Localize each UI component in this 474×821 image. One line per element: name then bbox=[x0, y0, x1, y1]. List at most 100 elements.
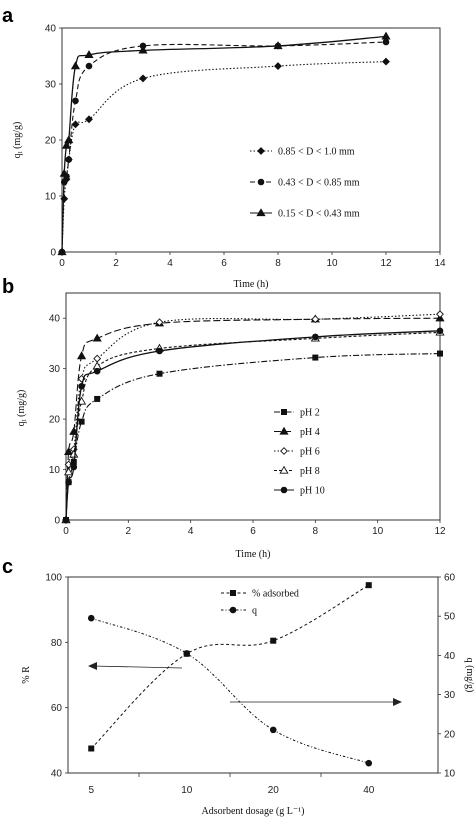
c-series-0-point-0 bbox=[88, 745, 95, 752]
c-legend-marker-1 bbox=[229, 606, 237, 614]
a-x-tick-label-0: 0 bbox=[59, 258, 65, 269]
c-x-tick-label-0: 5 bbox=[88, 785, 94, 796]
a-legend-marker-0 bbox=[257, 147, 265, 155]
a-series-2-point-8 bbox=[381, 31, 391, 40]
b-series-1-point-1 bbox=[64, 447, 74, 456]
b-series-2-point-4 bbox=[93, 354, 102, 363]
a-legend-marker-2 bbox=[256, 208, 266, 217]
b-x-tick-label-6: 12 bbox=[434, 526, 446, 537]
left-axis-arrow bbox=[91, 665, 183, 669]
panel-a: a 0 2 4 6 8 10 12 14 0 10 20 30 40 0.85 < D < 1.0 mm… bbox=[2, 5, 446, 290]
c-legend-label-0: % adsorbed bbox=[252, 589, 299, 600]
x-axis-label-c: Adsorbent dosage (g L⁻¹) bbox=[202, 806, 305, 817]
b-series-4-point-1 bbox=[65, 478, 72, 486]
a-legend-marker-1 bbox=[257, 178, 265, 186]
b-series-0-point-5 bbox=[156, 370, 163, 377]
b-x-tick-label-0: 0 bbox=[63, 526, 69, 537]
c-series-0-point-2 bbox=[270, 637, 277, 644]
b-series-0-point-6 bbox=[312, 354, 319, 361]
c-series-line-0 bbox=[90, 584, 370, 749]
c-legend-label-1: q bbox=[252, 606, 257, 617]
c-y-tick-label-0: 40 bbox=[51, 769, 63, 780]
b-series-4-point-0 bbox=[62, 516, 70, 524]
panel-letter-b: b bbox=[2, 276, 14, 298]
b-series-4-point-6 bbox=[312, 333, 319, 341]
a-series-2-point-3 bbox=[64, 135, 74, 144]
a-x-tick-label-3: 6 bbox=[221, 258, 227, 269]
b-series-1-point-3 bbox=[77, 351, 87, 360]
a-y-tick-label-1: 10 bbox=[45, 192, 57, 203]
a-legend-label-0: 0.85 < D < 1.0 mm bbox=[278, 147, 355, 158]
b-y-tick-label-0: 0 bbox=[54, 516, 60, 527]
b-series-3-point-1 bbox=[64, 467, 74, 476]
a-series-0-point-6 bbox=[139, 74, 147, 83]
b-legend-label-4: pH 10 bbox=[300, 486, 325, 497]
a-legend-label-2: 0.15 < D < 0.43 mm bbox=[278, 209, 360, 220]
x-axis-label-a: Time (h) bbox=[234, 279, 269, 290]
plot-frame-b bbox=[65, 292, 441, 521]
b-y-tick-label-2: 20 bbox=[49, 415, 61, 426]
b-series-0-point-4 bbox=[94, 395, 101, 402]
y-axis-label-right-c: q (mg/g) bbox=[464, 658, 474, 693]
y-axis-label-b: qt (mg/g) bbox=[16, 390, 28, 427]
b-y-tick-label-3: 30 bbox=[49, 364, 61, 375]
b-series-2-point-5 bbox=[155, 318, 164, 327]
c-y2-tick-label-4: 50 bbox=[444, 612, 456, 623]
panel-letter-c: c bbox=[2, 556, 13, 578]
b-legend-marker-1 bbox=[279, 426, 289, 435]
b-series-line-1 bbox=[65, 317, 441, 521]
c-series-1-point-0 bbox=[87, 614, 95, 622]
b-legend-marker-3 bbox=[279, 465, 289, 474]
a-x-tick-label-7: 14 bbox=[434, 258, 446, 269]
c-x-tick-label-2: 20 bbox=[268, 785, 280, 796]
b-legend-label-3: pH 8 bbox=[300, 466, 320, 477]
a-x-tick-label-5: 10 bbox=[326, 258, 338, 269]
b-series-4-point-7 bbox=[436, 327, 444, 335]
c-y2-tick-label-0: 10 bbox=[444, 769, 456, 780]
b-series-4-point-3 bbox=[78, 383, 85, 390]
c-x-tick-label-3: 40 bbox=[363, 785, 375, 796]
a-series-line-2 bbox=[61, 35, 387, 253]
c-y2-tick-label-5: 60 bbox=[444, 573, 456, 584]
b-legend-label-0: pH 2 bbox=[300, 408, 320, 419]
a-series-2-point-5 bbox=[84, 50, 94, 59]
b-series-4-point-4 bbox=[93, 367, 101, 375]
a-x-tick-label-1: 2 bbox=[113, 258, 119, 269]
plot-frame-c bbox=[67, 576, 439, 774]
a-series-2-point-2 bbox=[61, 140, 72, 149]
b-series-0-point-3 bbox=[78, 418, 85, 425]
a-series-0-point-5 bbox=[85, 115, 93, 124]
a-y-tick-label-2: 20 bbox=[45, 136, 57, 147]
x-axis-label-b: Time (h) bbox=[236, 549, 271, 560]
b-legend-marker-2 bbox=[280, 447, 288, 455]
c-series-line-1 bbox=[91, 617, 369, 764]
panel-letter-a: a bbox=[2, 5, 14, 27]
a-y-tick-label-0: 0 bbox=[50, 248, 56, 259]
a-series-0-point-8 bbox=[382, 57, 390, 66]
a-series-2-point-6 bbox=[138, 45, 148, 54]
a-x-tick-label-2: 4 bbox=[167, 258, 173, 269]
c-y-tick-label-2: 80 bbox=[51, 638, 63, 649]
b-legend-marker-0 bbox=[281, 409, 287, 415]
c-y2-tick-label-1: 20 bbox=[444, 729, 456, 740]
b-series-4-point-2 bbox=[70, 463, 78, 471]
b-legend-label-1: pH 4 bbox=[300, 427, 320, 438]
b-series-line-2 bbox=[65, 313, 441, 521]
c-y-tick-label-1: 60 bbox=[51, 703, 63, 714]
b-series-2-point-6 bbox=[311, 315, 320, 324]
b-series-line-4 bbox=[65, 330, 441, 521]
b-series-3-point-4 bbox=[92, 361, 102, 370]
b-y-tick-label-1: 10 bbox=[49, 465, 61, 476]
b-x-tick-label-2: 4 bbox=[188, 526, 194, 537]
c-y2-tick-label-3: 40 bbox=[444, 651, 456, 662]
a-legend-label-1: 0.43 < D < 0.85 mm bbox=[278, 178, 360, 189]
b-series-0-point-7 bbox=[437, 350, 443, 357]
c-series-1-point-2 bbox=[269, 726, 277, 734]
a-y-tick-label-3: 30 bbox=[45, 80, 57, 91]
a-series-1-point-3 bbox=[65, 156, 73, 163]
a-series-2-point-0 bbox=[57, 247, 67, 256]
panel-b: b 0 2 4 6 8 10 12 0 10 20 30 40 pH 2 pH 4 pH 6 pH 8 pH … bbox=[2, 276, 446, 560]
a-series-2-point-1 bbox=[59, 168, 69, 177]
b-x-tick-label-5: 10 bbox=[372, 526, 384, 537]
